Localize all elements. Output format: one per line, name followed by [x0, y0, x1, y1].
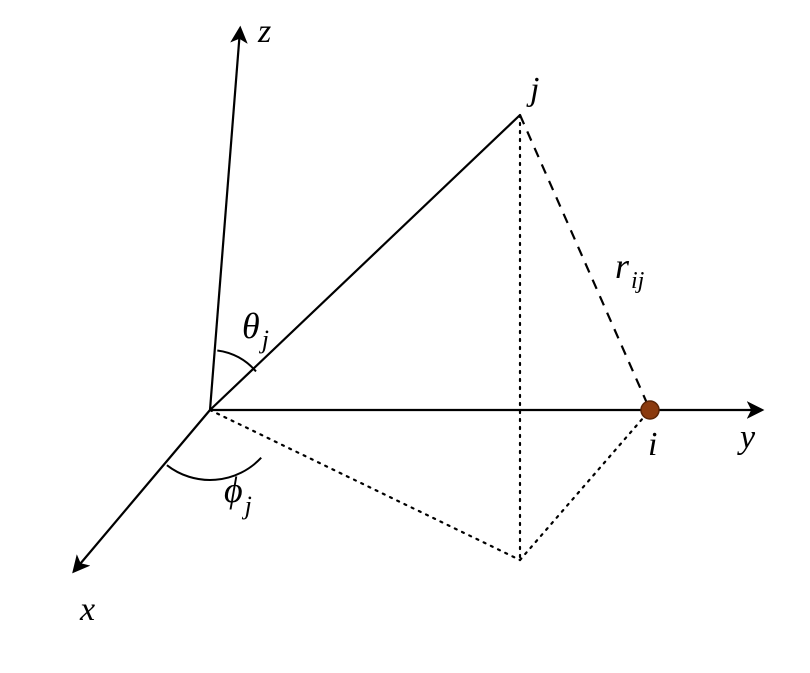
arc-theta — [217, 350, 256, 371]
label-i: i — [648, 426, 657, 463]
label-x: x — [79, 591, 95, 628]
dotted-projection-to-i — [520, 410, 650, 560]
line-j-to-i-dashed — [520, 115, 650, 410]
axis-x — [75, 410, 210, 570]
label-rij: rij — [615, 246, 645, 294]
axis-z — [210, 30, 240, 410]
line-origin-to-j — [210, 115, 520, 410]
dotted-origin-to-projection — [210, 410, 520, 560]
label-theta: θj — [242, 306, 269, 354]
arc-phi — [167, 458, 261, 480]
coordinate-diagram: z y x j i θj ϕj rij — [0, 0, 810, 673]
label-j: j — [526, 71, 539, 108]
label-phi: ϕj — [224, 470, 252, 520]
point-i-dot — [641, 401, 659, 419]
label-z: z — [257, 13, 271, 50]
label-y: y — [737, 419, 756, 456]
